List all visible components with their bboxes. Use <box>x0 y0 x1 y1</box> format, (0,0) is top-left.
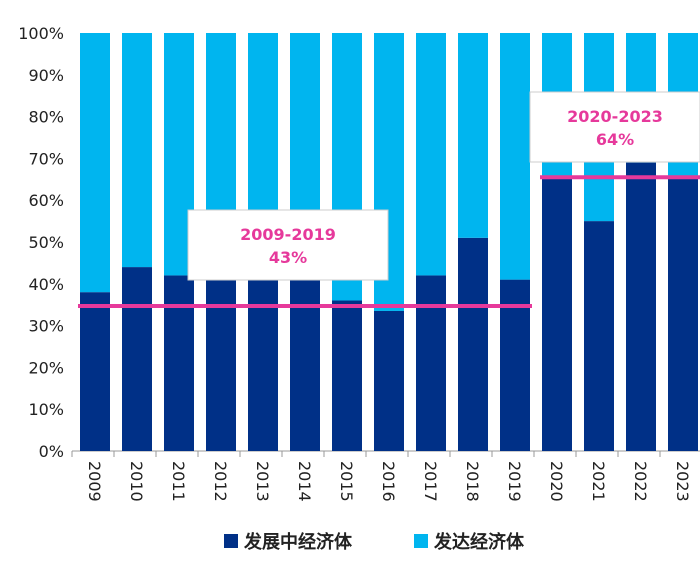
x-tick-label: 2023 <box>673 461 692 502</box>
bar-segment-developing <box>584 221 614 451</box>
legend-label: 发达经济体 <box>433 531 525 553</box>
y-tick-label: 80% <box>28 108 64 127</box>
legend-swatch <box>224 534 238 548</box>
x-tick-label: 2017 <box>421 461 440 502</box>
bar-segment-developed <box>80 33 110 293</box>
legend-swatch <box>414 534 428 548</box>
annotation-period: 2020-2023 <box>567 107 663 126</box>
annotation-value: 43% <box>269 248 307 267</box>
x-tick-label: 2022 <box>631 461 650 502</box>
annotation-period: 2009-2019 <box>240 225 336 244</box>
bar-segment-developing <box>122 267 152 451</box>
y-tick-label: 20% <box>28 358 64 377</box>
bar-segment-developed <box>416 33 446 276</box>
y-tick-label: 70% <box>28 149 64 168</box>
bar-segment-developing <box>542 177 572 451</box>
bar-segment-developed <box>122 33 152 268</box>
bar-segment-developing <box>332 300 362 451</box>
y-tick-label: 30% <box>28 317 64 336</box>
annotation-box <box>529 91 700 163</box>
x-tick-label: 2013 <box>253 461 272 502</box>
x-tick-label: 2018 <box>463 461 482 502</box>
bar-segment-developing <box>458 237 488 451</box>
bar-segment-developing <box>374 310 404 451</box>
annotation-box <box>187 209 389 281</box>
x-tick-label: 2014 <box>295 461 314 502</box>
y-tick-label: 50% <box>28 233 64 252</box>
bar-segment-developing <box>668 177 698 451</box>
y-tick-label: 60% <box>28 191 64 210</box>
x-tick-label: 2020 <box>547 461 566 502</box>
bar-segment-developing <box>626 162 656 451</box>
bar-segment-developing <box>164 275 194 451</box>
bar-segment-developing <box>500 279 530 451</box>
y-tick-label: 90% <box>28 66 64 85</box>
y-tick-label: 100% <box>18 24 64 43</box>
annotation-value: 64% <box>596 130 634 149</box>
x-tick-label: 2009 <box>85 461 104 502</box>
bar-segment-developed <box>500 33 530 280</box>
x-tick-label: 2010 <box>127 461 146 502</box>
bar-segment-developing <box>248 279 278 451</box>
legend-label: 发展中经济体 <box>243 531 353 553</box>
bar-segment-developing <box>416 275 446 451</box>
y-tick-label: 10% <box>28 400 64 419</box>
bar-segment-developed <box>458 33 488 238</box>
x-tick-label: 2019 <box>505 461 524 502</box>
x-tick-label: 2011 <box>169 461 188 502</box>
bar-segment-developing <box>206 279 236 451</box>
bar-segment-developing <box>80 292 110 451</box>
bar-segment-developing <box>290 279 320 451</box>
x-tick-label: 2021 <box>589 461 608 502</box>
y-tick-label: 40% <box>28 275 64 294</box>
y-tick-label: 0% <box>39 442 64 461</box>
x-tick-label: 2016 <box>379 461 398 502</box>
x-tick-label: 2015 <box>337 461 356 502</box>
x-tick-label: 2012 <box>211 461 230 502</box>
